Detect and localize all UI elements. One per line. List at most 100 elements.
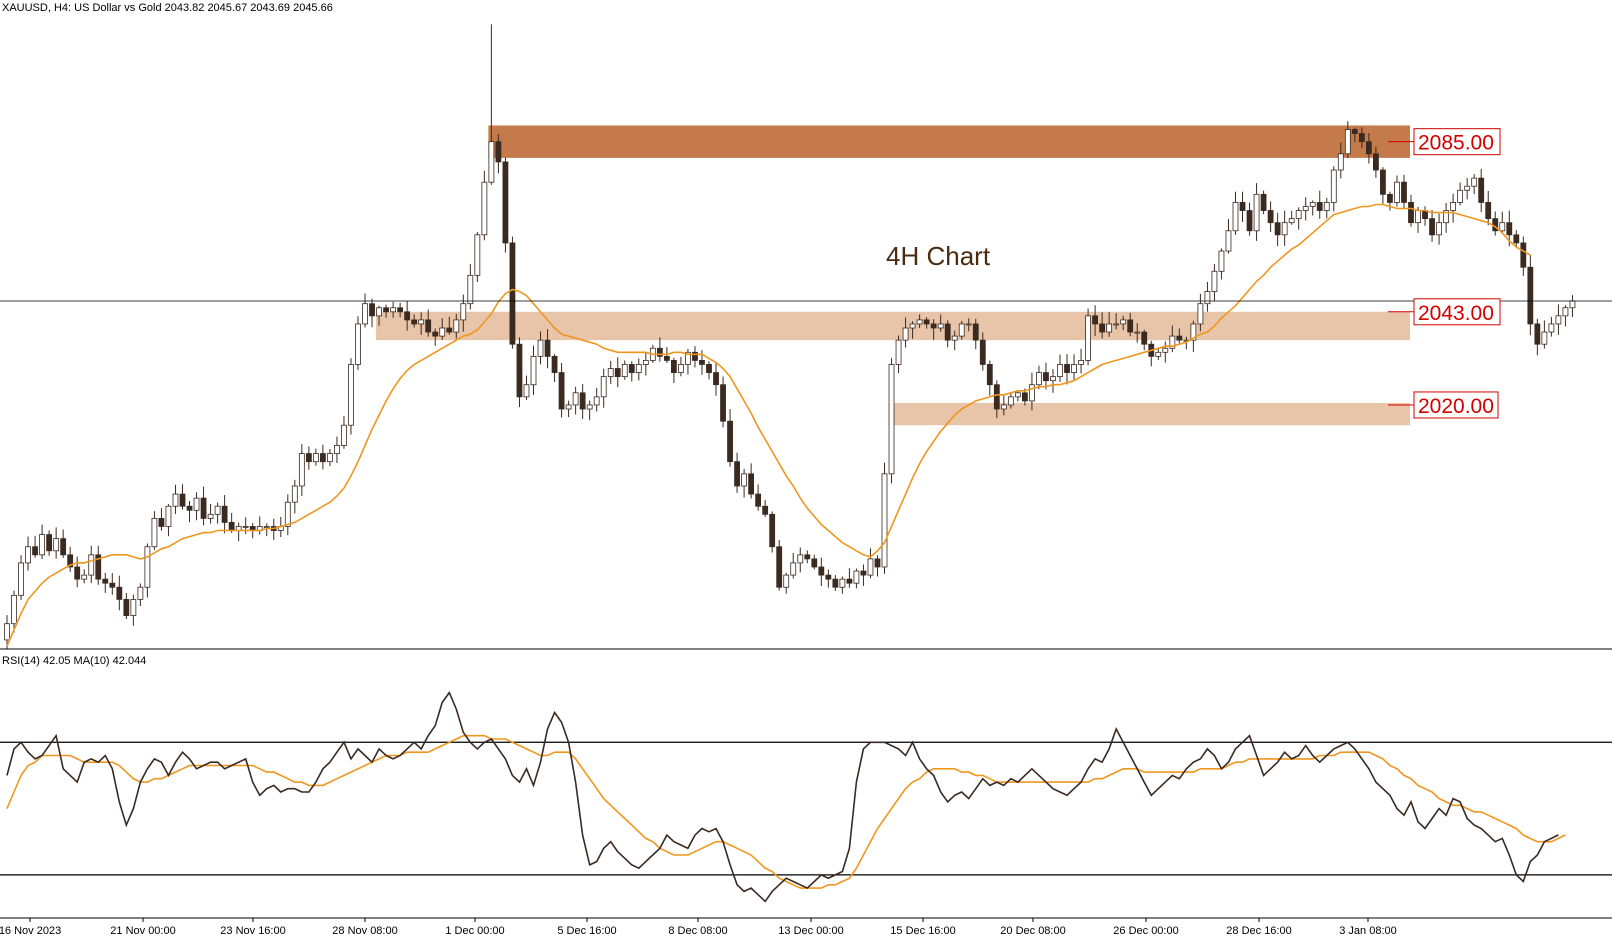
candle-body — [832, 578, 839, 588]
candle-body — [1022, 392, 1028, 402]
candle-body — [727, 420, 733, 463]
candle-body — [1036, 372, 1042, 386]
x-tick-label: 28 Nov 08:00 — [332, 925, 397, 937]
candle-body — [804, 554, 811, 560]
candle-body — [797, 554, 804, 564]
candle-body — [1569, 300, 1576, 309]
candle-body — [32, 546, 38, 556]
candle-body — [1169, 335, 1176, 349]
candle-body — [1394, 181, 1400, 203]
candle-body — [748, 473, 755, 495]
x-tick-label: 3 Jan 08:00 — [1339, 925, 1397, 937]
candle-body — [102, 578, 109, 584]
candle-body — [467, 274, 474, 305]
candle-body — [509, 242, 516, 345]
candle-body — [656, 347, 663, 357]
candle-body — [1506, 222, 1513, 236]
candle-body — [263, 526, 270, 528]
candle-body — [1092, 315, 1098, 325]
candle-body — [1471, 177, 1478, 187]
candle-body — [327, 453, 333, 463]
candle-body — [214, 505, 221, 515]
rsi-line — [6, 690, 1559, 903]
candle-body — [846, 578, 853, 584]
candle-body — [741, 473, 747, 487]
x-tick-label: 23 Nov 16:00 — [220, 925, 285, 937]
candle-body — [305, 453, 312, 463]
candle-body — [158, 517, 165, 527]
candle-body — [1309, 202, 1316, 207]
candle-body — [1211, 270, 1218, 292]
candle-body — [1548, 323, 1555, 333]
candle-body — [1358, 133, 1365, 143]
candle-body — [1351, 129, 1358, 134]
x-tick-label: 26 Dec 00:00 — [1113, 925, 1178, 937]
candle-body — [362, 303, 368, 325]
candle-body — [123, 598, 130, 616]
sr-zone — [488, 125, 1410, 158]
candle-body — [671, 360, 677, 373]
candle-body — [1043, 372, 1049, 382]
candle-body — [488, 141, 495, 183]
level-label-box — [1413, 298, 1501, 326]
level-label: 2020.00 — [1418, 395, 1494, 418]
candle-body — [432, 331, 439, 337]
level-label: 2085.00 — [1418, 132, 1494, 155]
candle-body — [937, 323, 944, 329]
candle-body — [137, 586, 144, 600]
x-tick-label: 21 Nov 00:00 — [110, 925, 175, 937]
candle-body — [1218, 250, 1225, 272]
candle-body — [1155, 351, 1162, 357]
candle-body — [172, 493, 179, 507]
candle-body — [1007, 396, 1014, 406]
candle-body — [1267, 210, 1274, 224]
candle-body — [67, 554, 74, 568]
candle-body — [60, 538, 67, 556]
candle-body — [1029, 384, 1035, 402]
x-tick-label: 15 Dec 16:00 — [890, 925, 955, 937]
candle-body — [839, 578, 846, 588]
candle-body — [1330, 169, 1337, 203]
candle-body — [663, 355, 670, 361]
candle-body — [495, 141, 502, 163]
candle-body — [790, 562, 797, 576]
candle-body — [446, 327, 453, 333]
candle-body — [1141, 331, 1148, 345]
x-tick-label: 13 Dec 00:00 — [778, 925, 843, 937]
candle-body — [404, 311, 411, 321]
candle-body — [334, 445, 340, 454]
candle-body — [551, 355, 558, 373]
candle-body — [818, 566, 825, 576]
candle-body — [685, 351, 691, 365]
candle-body — [1337, 153, 1344, 171]
candle-body — [74, 566, 81, 580]
candle-body — [614, 368, 621, 378]
candle-body — [993, 384, 1000, 410]
candle-body — [1000, 404, 1007, 410]
candle-body — [544, 339, 551, 357]
candle-body — [390, 307, 397, 313]
candle-body — [39, 534, 45, 556]
candle-body — [867, 558, 874, 576]
candle-body — [376, 307, 382, 317]
candle-body — [720, 384, 726, 422]
candle-body — [383, 307, 389, 313]
candle-body — [116, 586, 123, 600]
candle-body — [642, 360, 649, 365]
rsi-ma-line — [6, 734, 1566, 889]
candle-body — [692, 351, 698, 361]
candle-body — [53, 538, 60, 552]
candle-body — [221, 505, 228, 523]
candle-body — [502, 161, 509, 244]
candle-body — [586, 404, 593, 410]
candle-body — [355, 323, 361, 365]
candle-body — [81, 574, 88, 580]
candle-body — [811, 558, 818, 568]
candle-body — [713, 372, 719, 386]
candle-body — [1365, 141, 1372, 155]
candle-body — [151, 517, 158, 548]
candle-body — [1555, 315, 1562, 325]
chart-header: XAUUSD, H4: US Dollar vs Gold 2043.82 20… — [2, 2, 333, 14]
candle-body — [179, 493, 186, 507]
